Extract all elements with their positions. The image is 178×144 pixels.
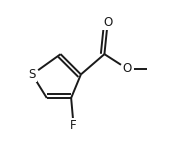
- Text: F: F: [70, 119, 77, 132]
- Text: O: O: [103, 16, 112, 29]
- Text: S: S: [28, 68, 36, 81]
- Text: O: O: [122, 62, 132, 75]
